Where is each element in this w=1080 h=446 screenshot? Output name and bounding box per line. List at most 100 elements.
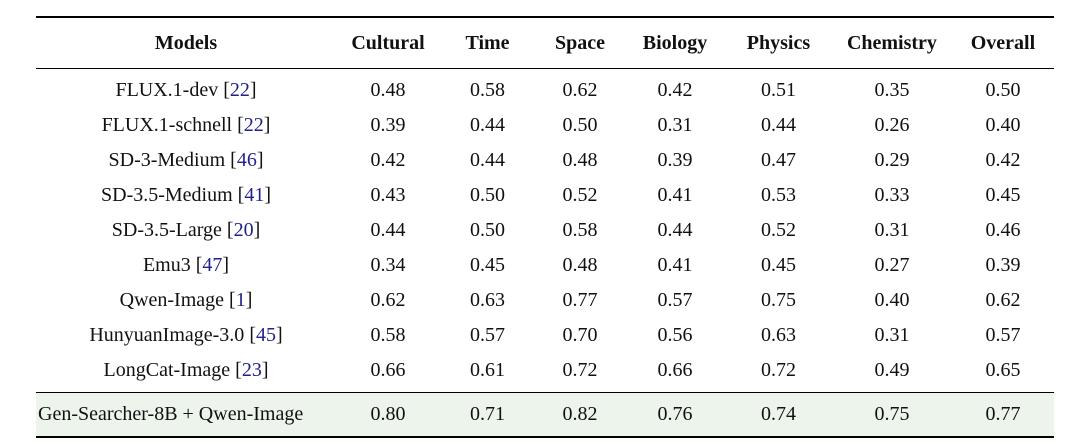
citation-number: 46 <box>236 149 257 171</box>
column-header: Biology <box>642 31 708 54</box>
column-header: Chemistry <box>846 31 937 54</box>
table-row: Emu3 [47] 0.34 0.45 0.48 0.41 0.45 0.27 0.39 <box>36 248 1054 283</box>
model-name: Qwen-Image <box>119 289 225 311</box>
score-cell: 0.80 <box>336 392 441 437</box>
score-cell: 0.57 <box>657 289 693 311</box>
score-cell: 0.51 <box>760 79 796 101</box>
score-cell: 0.58 <box>562 219 598 241</box>
score-cell: 0.70 <box>562 324 598 346</box>
score-cell: 0.56 <box>657 324 693 346</box>
score-cell: 0.29 <box>874 149 910 171</box>
score-cell: 0.45 <box>985 184 1021 206</box>
citation-number: 22 <box>243 114 264 136</box>
citation-link[interactable]: [23] <box>235 359 268 381</box>
score-cell: 0.43 <box>370 184 406 206</box>
column-header: Models <box>154 31 218 54</box>
score-cell: 0.50 <box>562 114 598 136</box>
citation-bracket-close: ] <box>264 184 272 206</box>
model-name: LongCat-Image <box>103 359 231 381</box>
score-cell: 0.62 <box>370 289 406 311</box>
score-cell: 0.75 <box>831 392 952 437</box>
column-header: Overall <box>970 31 1036 54</box>
score-cell: 0.47 <box>760 149 796 171</box>
score-cell: 0.42 <box>985 149 1021 171</box>
score-cell: 0.63 <box>760 324 796 346</box>
score-cell: 0.44 <box>657 219 693 241</box>
citation-number: 45 <box>255 324 276 346</box>
score-cell: 0.57 <box>985 324 1021 346</box>
score-cell: 0.63 <box>470 289 506 311</box>
citation-number: 23 <box>241 359 262 381</box>
highlight-table-row: Gen-Searcher-8B + Qwen-Image 0.80 0.71 0.82… <box>36 392 1054 437</box>
score-cell: 0.40 <box>874 289 910 311</box>
citation-bracket-open: [ <box>249 324 256 346</box>
citation-bracket-close: ] <box>261 359 269 381</box>
score-cell: 0.52 <box>760 219 796 241</box>
table-header: Models Cultural Time Space Biology Physics Che… <box>36 17 1054 69</box>
model-name-cell: SD-3.5-Medium [41] <box>36 178 336 213</box>
model-name: Emu3 <box>142 254 191 276</box>
model-name-cell: Gen-Searcher-8B + Qwen-Image <box>36 392 337 437</box>
table-body: FLUX.1-dev [22] 0.48 0.58 0.62 0.42 0.51 0.35 0… <box>36 69 1054 393</box>
score-cell: 0.58 <box>470 79 506 101</box>
score-cell: 0.48 <box>562 149 598 171</box>
citation-bracket-open: [ <box>235 359 242 381</box>
score-cell: 0.48 <box>370 79 406 101</box>
table-row: FLUX.1-dev [22] 0.48 0.58 0.62 0.42 0.51 0.35 0… <box>36 69 1054 109</box>
model-name-cell: FLUX.1-dev [22] <box>36 69 336 109</box>
model-name: Gen-Searcher-8B + Qwen-Image <box>38 403 304 425</box>
citation-number: 20 <box>233 219 254 241</box>
citation-link[interactable]: [1] <box>229 289 252 311</box>
citation-bracket-close: ] <box>256 149 264 171</box>
score-cell: 0.31 <box>874 324 910 346</box>
citation-bracket-close: ] <box>249 79 257 101</box>
score-cell: 0.53 <box>760 184 796 206</box>
score-cell: 0.42 <box>370 149 406 171</box>
citation-link[interactable]: [45] <box>249 324 282 346</box>
score-cell: 0.76 <box>625 392 725 437</box>
model-name: SD-3.5-Large <box>111 219 222 241</box>
score-cell: 0.49 <box>874 359 910 381</box>
score-cell: 0.48 <box>562 254 598 276</box>
citation-link[interactable]: [20] <box>227 219 260 241</box>
score-cell: 0.58 <box>370 324 406 346</box>
score-cell: 0.41 <box>657 184 693 206</box>
score-cell: 0.66 <box>370 359 406 381</box>
score-cell: 0.40 <box>985 114 1021 136</box>
citation-bracket-close: ] <box>222 254 230 276</box>
score-cell: 0.72 <box>760 359 796 381</box>
model-name-cell: SD-3.5-Large [20] <box>36 213 336 248</box>
citation-link[interactable]: [47] <box>196 254 229 276</box>
score-cell: 0.39 <box>985 254 1021 276</box>
score-cell: 0.62 <box>562 79 598 101</box>
score-cell: 0.77 <box>951 392 1054 437</box>
table-row: FLUX.1-schnell [22] 0.39 0.44 0.50 0.31 0.44 0… <box>36 108 1054 143</box>
citation-link[interactable]: [41] <box>238 184 271 206</box>
citation-bracket-open: [ <box>195 254 203 276</box>
citation-link[interactable]: [22] <box>237 114 270 136</box>
table-row: Qwen-Image [1] 0.62 0.63 0.77 0.57 0.75 0.40 0.… <box>36 283 1054 318</box>
score-cell: 0.41 <box>657 254 693 276</box>
score-cell: 0.50 <box>985 79 1021 101</box>
score-cell: 0.71 <box>440 392 536 437</box>
score-cell: 0.39 <box>370 114 406 136</box>
score-cell: 0.46 <box>985 219 1021 241</box>
column-header: Physics <box>746 31 811 54</box>
model-name-cell: HunyuanImage-3.0 [45] <box>36 318 336 353</box>
citation-bracket-open: [ <box>230 149 237 171</box>
citation-link[interactable]: [46] <box>230 149 263 171</box>
model-name: SD-3.5-Medium <box>101 184 233 206</box>
model-name-cell: SD-3-Medium [46] <box>36 143 336 178</box>
citation-link[interactable]: [22] <box>223 79 256 101</box>
model-name: FLUX.1-schnell <box>101 114 233 136</box>
citation-number: 47 <box>202 254 223 276</box>
score-cell: 0.31 <box>657 114 693 136</box>
column-header: Time <box>465 31 510 54</box>
table-row: HunyuanImage-3.0 [45] 0.58 0.57 0.70 0.56 0.6… <box>36 318 1054 353</box>
score-cell: 0.27 <box>874 254 910 276</box>
column-header: Space <box>555 31 605 54</box>
model-name-cell: LongCat-Image [23] <box>36 353 336 393</box>
citation-bracket-open: [ <box>229 289 236 311</box>
score-cell: 0.39 <box>657 149 693 171</box>
citation-bracket-open: [ <box>223 79 230 101</box>
